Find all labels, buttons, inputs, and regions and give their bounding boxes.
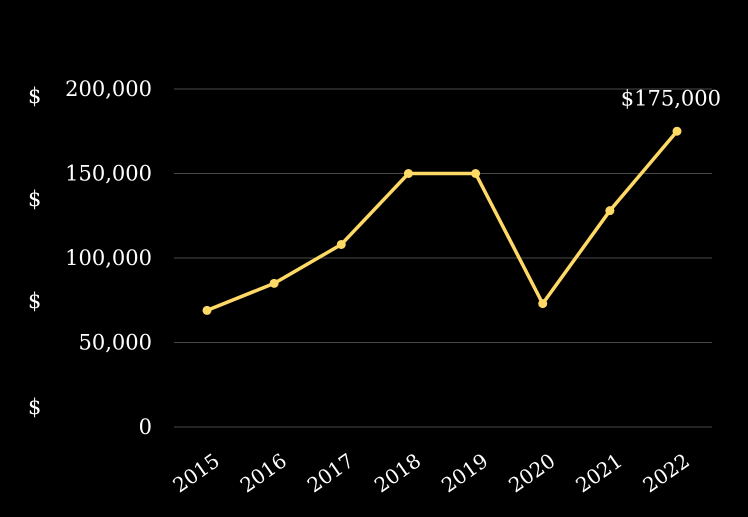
x-tick-label: 2020 — [504, 448, 559, 497]
y-tick-label: 200,000 — [65, 77, 152, 101]
x-axis-tick-labels: 2015 2016 2017 2018 2019 2020 2021 2022 — [168, 448, 693, 497]
x-tick-label: 2017 — [303, 448, 358, 497]
data-point — [605, 206, 615, 216]
y-axis-tick-labels: 0 50,000 100,000 150,000 200,000 — [65, 77, 152, 439]
currency-symbol: $ — [28, 395, 41, 419]
data-label: $175,000 — [621, 86, 721, 110]
data-point — [403, 169, 413, 178]
gridlines — [174, 88, 712, 428]
series-line — [205, 129, 679, 313]
y-tick-label: 150,000 — [65, 162, 152, 186]
x-tick-label: 2018 — [370, 448, 425, 497]
data-point — [672, 126, 682, 136]
x-tick-label: 2022 — [638, 448, 693, 497]
data-labels: $175,000 — [621, 86, 721, 110]
currency-symbol: $ — [28, 187, 41, 211]
y-tick-label: 100,000 — [65, 246, 152, 270]
data-point — [269, 278, 279, 288]
data-point — [471, 169, 481, 178]
currency-symbol: $ — [28, 84, 41, 108]
y-tick-label: 0 — [139, 415, 152, 439]
x-tick-label: 2019 — [437, 448, 492, 497]
series — [202, 126, 682, 315]
currency-symbols: $ $ $ $ — [28, 84, 41, 419]
x-tick-label: 2016 — [236, 448, 291, 497]
y-tick-label: 50,000 — [79, 331, 152, 355]
data-point — [538, 299, 548, 309]
data-point — [336, 239, 346, 249]
currency-symbol: $ — [28, 289, 41, 313]
x-tick-label: 2015 — [168, 448, 223, 497]
x-tick-label: 2021 — [571, 448, 626, 497]
data-point — [202, 305, 212, 315]
